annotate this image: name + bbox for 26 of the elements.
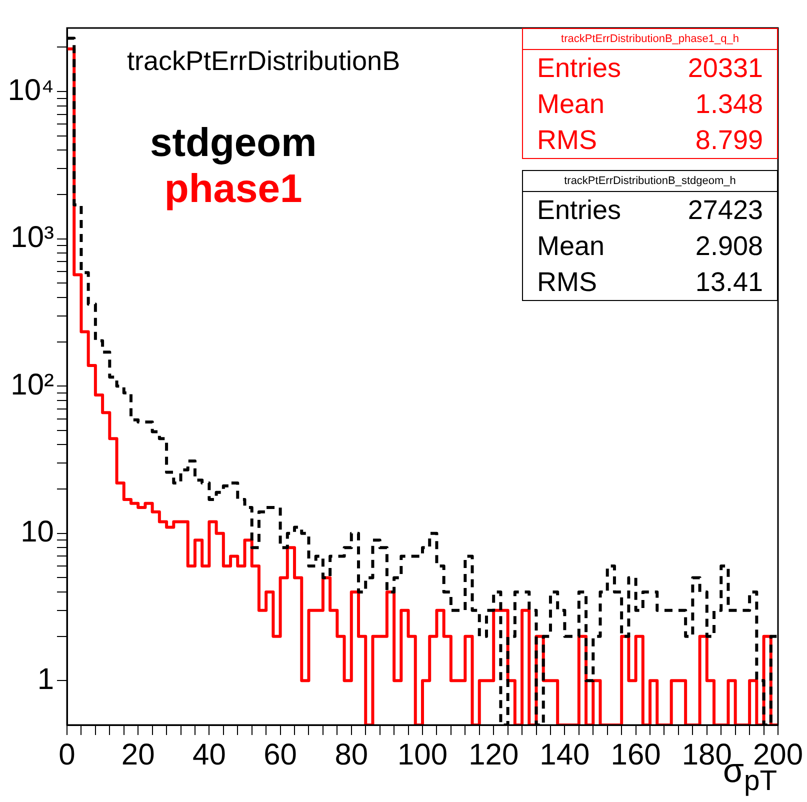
- y-tick-label: 10: [20, 516, 54, 549]
- y-tick-label: 10³: [10, 221, 54, 254]
- text: RMS 8.799: [537, 125, 763, 155]
- text: RMS 13.41: [537, 267, 763, 297]
- x-tick-label: 200: [752, 738, 804, 772]
- x-tick-label: 40: [192, 738, 226, 772]
- text: Mean 2.908: [537, 231, 763, 261]
- y-tick-label: 10⁴: [8, 74, 54, 107]
- y-tick-label: 10²: [10, 368, 54, 402]
- x-tick-label: 60: [264, 738, 297, 772]
- x-tick-label: 80: [334, 738, 368, 772]
- series-label: stdgeom: [150, 120, 317, 166]
- text: Entries 27423: [537, 195, 763, 225]
- x-tick-label: 120: [468, 738, 519, 772]
- x-tick-label: 20: [121, 738, 155, 772]
- y-tick-label: 1: [37, 662, 54, 696]
- x-tick-label: 140: [540, 738, 590, 772]
- text: Mean 1.348: [537, 89, 763, 119]
- annotation: trackPtErrDistributionB_stdgeom_h: [523, 171, 777, 192]
- x-tick-label: 160: [610, 738, 661, 772]
- text: trackPtErrDistributionB: [127, 46, 400, 77]
- x-tick-label: 100: [397, 738, 448, 772]
- x-tick-label: 0: [58, 738, 76, 772]
- text: Entries 20331: [537, 53, 763, 83]
- text: phase1: [163, 166, 304, 212]
- annotation: trackPtErrDistributionB_phase1_q_h: [523, 29, 777, 50]
